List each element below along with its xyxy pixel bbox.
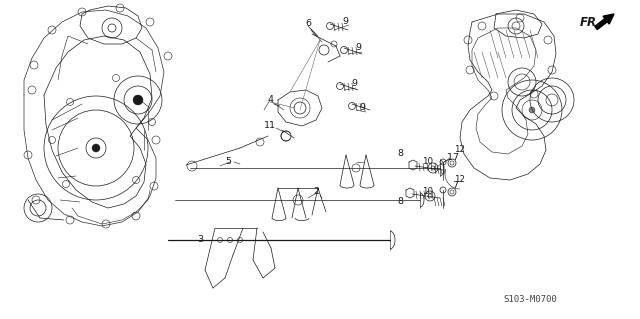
Text: 2: 2 bbox=[313, 188, 319, 197]
Text: 10: 10 bbox=[422, 158, 433, 167]
Text: 1: 1 bbox=[447, 153, 453, 162]
Text: 9: 9 bbox=[342, 18, 348, 26]
Text: 6: 6 bbox=[305, 19, 311, 28]
Text: 7: 7 bbox=[452, 182, 458, 190]
FancyArrow shape bbox=[595, 14, 614, 30]
Text: 3: 3 bbox=[197, 235, 203, 244]
Text: 5: 5 bbox=[225, 158, 231, 167]
Text: 8: 8 bbox=[397, 150, 403, 159]
Text: 11: 11 bbox=[264, 122, 276, 130]
Circle shape bbox=[92, 144, 100, 152]
Text: 8: 8 bbox=[397, 197, 403, 206]
Text: 4: 4 bbox=[267, 95, 273, 105]
Text: 9: 9 bbox=[355, 43, 361, 53]
Text: 9: 9 bbox=[359, 103, 365, 113]
Text: 7: 7 bbox=[452, 152, 458, 161]
Text: 12: 12 bbox=[454, 175, 465, 184]
Text: FR.: FR. bbox=[580, 16, 602, 28]
Circle shape bbox=[529, 107, 535, 113]
Text: 9: 9 bbox=[351, 79, 357, 88]
Text: 10: 10 bbox=[422, 188, 433, 197]
Circle shape bbox=[133, 95, 143, 105]
Text: 12: 12 bbox=[454, 145, 465, 154]
Text: S103-M0700: S103-M0700 bbox=[503, 295, 557, 305]
